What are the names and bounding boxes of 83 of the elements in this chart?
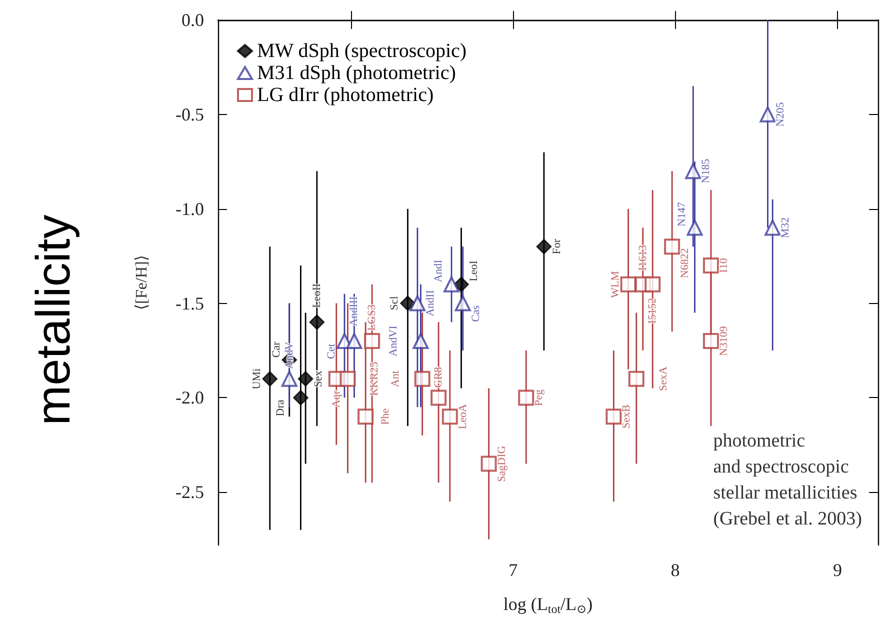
data-label: AndIII bbox=[348, 296, 360, 326]
point bbox=[686, 220, 703, 236]
point bbox=[293, 390, 308, 406]
point bbox=[480, 456, 497, 472]
data-label: AndV bbox=[283, 342, 296, 369]
point bbox=[685, 163, 702, 180]
point bbox=[262, 371, 278, 386]
data-label: LeoA bbox=[456, 404, 469, 430]
y-axis-title: ⟨[Fe/H]⟩ bbox=[134, 254, 150, 310]
point bbox=[702, 333, 719, 350]
data-label: AndI bbox=[432, 259, 445, 282]
data-label: WLM bbox=[609, 270, 622, 298]
data-label: LeoI bbox=[468, 260, 480, 282]
data-label: AndII bbox=[424, 290, 436, 316]
data-label: LGS3 bbox=[366, 304, 378, 331]
point bbox=[760, 106, 776, 122]
point bbox=[409, 295, 426, 312]
y-tick-label: 0.0 bbox=[182, 10, 204, 30]
point bbox=[454, 276, 469, 292]
y-tick-label: -2.5 bbox=[176, 482, 204, 502]
data-label: Sex bbox=[312, 370, 325, 388]
data-label: SagDIG bbox=[496, 446, 508, 482]
point bbox=[518, 390, 534, 406]
x-tick-label: 9 bbox=[832, 560, 842, 580]
data-label: Dra bbox=[274, 400, 287, 416]
data-label: UMi bbox=[250, 368, 263, 390]
data-label: GR8 bbox=[432, 366, 445, 388]
point bbox=[644, 276, 661, 292]
point bbox=[414, 370, 430, 387]
y-tick-label: -1.0 bbox=[176, 198, 204, 219]
text: metallicity bbox=[28, 214, 80, 426]
data-label: Phe bbox=[380, 408, 392, 425]
data-label: I5152 bbox=[646, 298, 659, 324]
data-label: I1613 bbox=[636, 244, 649, 271]
data-label: M32 bbox=[780, 217, 792, 238]
legend-label: M31 dSph (photometric) bbox=[257, 62, 456, 84]
point bbox=[628, 370, 644, 387]
data-label: N185 bbox=[700, 158, 712, 184]
data-label: I10 bbox=[718, 258, 730, 273]
point bbox=[358, 408, 374, 425]
point bbox=[346, 333, 362, 350]
data-label: N147 bbox=[676, 202, 688, 227]
annotation: photometric and spectroscopic stellar metallicities (Grebel et al. 2003) bbox=[713, 430, 862, 530]
point bbox=[444, 276, 460, 292]
data-label: Scl bbox=[388, 296, 401, 310]
y-tick-label: -0.5 bbox=[176, 104, 204, 124]
point bbox=[664, 238, 680, 255]
point bbox=[364, 333, 380, 350]
y-tick-label: -2.0 bbox=[176, 388, 204, 408]
x-tick-label: 7 bbox=[508, 560, 518, 580]
point bbox=[454, 295, 471, 312]
point bbox=[340, 370, 356, 387]
data-label: SexA bbox=[657, 366, 670, 392]
point bbox=[606, 408, 622, 425]
data-label: Cas bbox=[470, 305, 482, 322]
point bbox=[400, 296, 416, 311]
y-tick-label: -1.5 bbox=[176, 293, 204, 314]
data-label: For bbox=[550, 238, 563, 254]
point bbox=[536, 238, 552, 254]
data-label: Ant bbox=[389, 370, 402, 388]
data-label: SexB bbox=[620, 404, 633, 429]
legend-label: MW dSph (spectroscopic) bbox=[257, 40, 467, 62]
data-label: KKR25 bbox=[368, 361, 381, 396]
data-label: N6822 bbox=[679, 248, 692, 278]
data-label: Car bbox=[270, 341, 282, 358]
point bbox=[298, 371, 314, 386]
point bbox=[442, 408, 458, 425]
legend-label: LG dIrr (photometric) bbox=[257, 84, 434, 106]
data-label: N3109 bbox=[718, 326, 730, 356]
data-label: Aqr bbox=[330, 390, 342, 408]
x-tick-label: 8 bbox=[670, 560, 680, 580]
point bbox=[430, 390, 447, 406]
point bbox=[412, 333, 429, 350]
point bbox=[764, 220, 781, 236]
point bbox=[309, 314, 325, 330]
data-label: LeoII bbox=[310, 283, 323, 308]
point bbox=[281, 370, 298, 387]
point bbox=[620, 276, 636, 292]
point bbox=[702, 258, 719, 274]
data-label: AndVI bbox=[388, 325, 400, 356]
data-label: Cet bbox=[325, 344, 338, 359]
data-label: N205 bbox=[774, 102, 787, 127]
data-label: Peg bbox=[533, 388, 546, 406]
